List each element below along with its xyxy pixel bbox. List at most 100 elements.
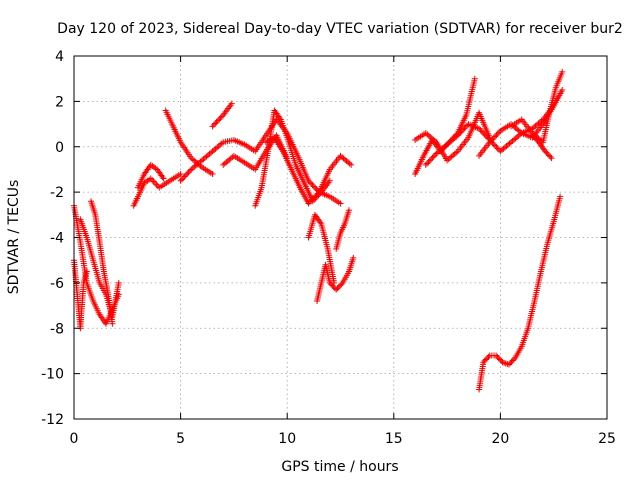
chart-title: Day 120 of 2023, Sidereal Day-to-day VTE…: [57, 21, 623, 37]
data-point: [346, 207, 353, 214]
axis-ticks: 0 5 10 15 20 25 -12 -10 -8 -6 -4 -2 0 2 4: [41, 49, 616, 447]
data-point: [480, 129, 487, 136]
data-point: [209, 170, 216, 177]
data-point: [494, 145, 501, 152]
data-point: [330, 283, 337, 290]
data-point: [350, 254, 357, 261]
series-sat-s: [476, 102, 557, 159]
data-point: [115, 279, 122, 286]
data-point: [511, 356, 518, 363]
data-point: [186, 167, 193, 174]
data-point: [305, 200, 312, 207]
series-sat-n: [314, 254, 357, 305]
data-point: [312, 193, 319, 200]
data-point: [180, 174, 187, 181]
data-point: [484, 355, 491, 362]
x-tick-label: 0: [70, 431, 79, 447]
data-point: [548, 155, 555, 162]
data-points: [71, 68, 566, 393]
data-point: [507, 360, 514, 367]
data-point: [177, 170, 184, 177]
data-point: [338, 281, 345, 288]
data-point: [309, 196, 316, 203]
x-tick-label: 25: [598, 431, 616, 447]
data-point: [334, 285, 341, 292]
data-point: [429, 154, 436, 161]
data-point: [482, 356, 489, 363]
data-point: [494, 353, 501, 360]
data-point: [308, 180, 315, 187]
data-point: [313, 186, 320, 193]
series-sat-u: [529, 132, 555, 162]
x-axis-label: GPS time / hours: [281, 459, 398, 475]
data-point: [461, 125, 468, 132]
data-point: [493, 144, 500, 151]
data-point: [456, 130, 463, 137]
data-point: [542, 148, 549, 155]
data-point: [430, 153, 437, 160]
data-point: [460, 126, 467, 133]
data-point: [424, 160, 431, 167]
y-tick-label: -6: [50, 276, 64, 292]
y-tick-label: -10: [41, 367, 64, 383]
data-point: [310, 194, 317, 201]
data-point: [209, 123, 216, 130]
data-point: [214, 117, 221, 124]
data-point: [471, 75, 478, 82]
data-point: [333, 286, 340, 293]
data-point: [480, 359, 487, 366]
data-point: [529, 132, 536, 139]
data-point: [490, 141, 497, 148]
series-sat-t: [508, 68, 566, 146]
data-point: [484, 134, 491, 141]
data-point: [337, 282, 344, 289]
data-point: [218, 113, 225, 120]
data-point: [312, 184, 319, 191]
data-point: [531, 135, 538, 142]
data-point: [481, 357, 488, 364]
data-point: [335, 283, 342, 290]
data-point: [149, 177, 156, 184]
data-point: [505, 361, 512, 368]
data-point: [329, 282, 336, 289]
data-point: [496, 356, 503, 363]
data-point: [458, 128, 465, 135]
data-point: [310, 183, 317, 190]
series-sat-g: [162, 107, 216, 177]
data-point: [543, 149, 550, 156]
data-point: [216, 116, 223, 123]
data-point: [462, 123, 469, 130]
data-point: [559, 87, 566, 94]
data-point: [326, 279, 333, 286]
data-point: [428, 156, 435, 163]
data-point: [177, 177, 184, 184]
data-point: [477, 127, 484, 134]
data-point: [181, 173, 188, 180]
data-point: [309, 182, 316, 189]
y-tick-label: 2: [55, 94, 64, 110]
data-point: [178, 176, 185, 183]
data-point: [476, 125, 483, 132]
y-tick-label: 0: [55, 140, 64, 156]
series-sat-o: [333, 207, 353, 252]
series-sat-d: [88, 198, 116, 327]
data-point: [533, 136, 540, 143]
data-point: [478, 128, 485, 135]
y-tick-label: -8: [50, 321, 64, 337]
data-point: [426, 157, 433, 164]
data-point: [494, 130, 501, 137]
data-point: [184, 170, 191, 177]
data-point: [509, 357, 516, 364]
x-tick-label: 10: [278, 431, 296, 447]
data-point: [492, 133, 499, 140]
series-sat-i: [209, 100, 235, 130]
data-point: [313, 191, 320, 198]
data-point: [212, 120, 219, 127]
series-sat-m: [305, 211, 338, 286]
x-tick-label: 15: [385, 431, 403, 447]
data-point: [481, 131, 488, 138]
data-point: [544, 151, 551, 158]
series-sat-b: [71, 257, 90, 332]
y-tick-label: -4: [50, 231, 64, 247]
